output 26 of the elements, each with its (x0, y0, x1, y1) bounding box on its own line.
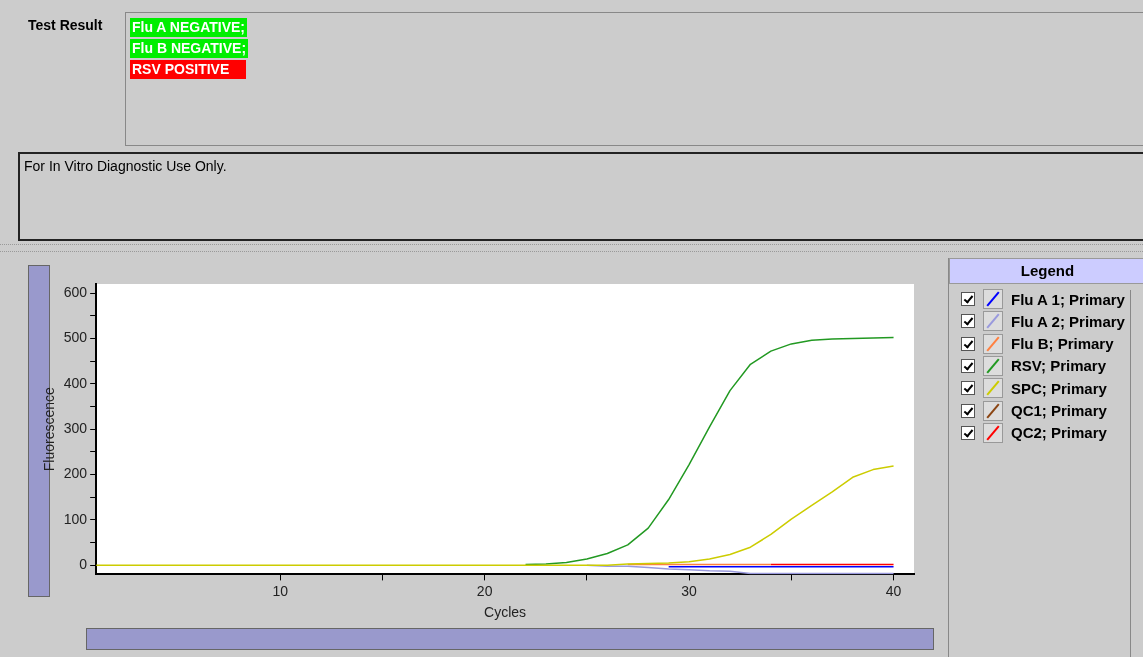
x-tick-label: 30 (681, 582, 698, 599)
x-tick-label: 20 (476, 582, 493, 599)
y-tick-label: 400 (63, 374, 88, 391)
text: For In Vitro Diagnostic Use Only. (24, 158, 227, 174)
y-tick-label: 100 (63, 510, 88, 527)
text: Flu B NEGATIVE; (130, 39, 249, 58)
text: Flu A NEGATIVE; (130, 18, 248, 37)
x-tick-label: 10 (272, 582, 289, 599)
x-tick-label: 40 (885, 582, 902, 599)
y-tick-label: 300 (63, 420, 88, 437)
legend-label: RSV; Primary (1011, 357, 1107, 375)
legend-title: Legend (949, 258, 1143, 284)
y-tick-label: 500 (63, 329, 88, 346)
text: Test Result (28, 17, 103, 33)
legend-label: Flu A 2; Primary (1011, 312, 1125, 330)
y-tick-label: 0 (79, 556, 88, 573)
x-axis-title: Cycles (484, 604, 527, 621)
legend-label: Flu A 1; Primary (1011, 290, 1125, 308)
legend-label: Flu B; Primary (1011, 335, 1114, 353)
text: RSV POSITIVE (130, 60, 246, 79)
y-axis-title: Fluorescence (41, 386, 58, 472)
legend-label: QC2; Primary (1011, 424, 1107, 442)
y-tick-label: 600 (63, 283, 88, 300)
legend-label: SPC; Primary (1011, 379, 1107, 397)
legend-label: QC1; Primary (1011, 402, 1107, 419)
y-tick-label: 200 (63, 465, 88, 482)
